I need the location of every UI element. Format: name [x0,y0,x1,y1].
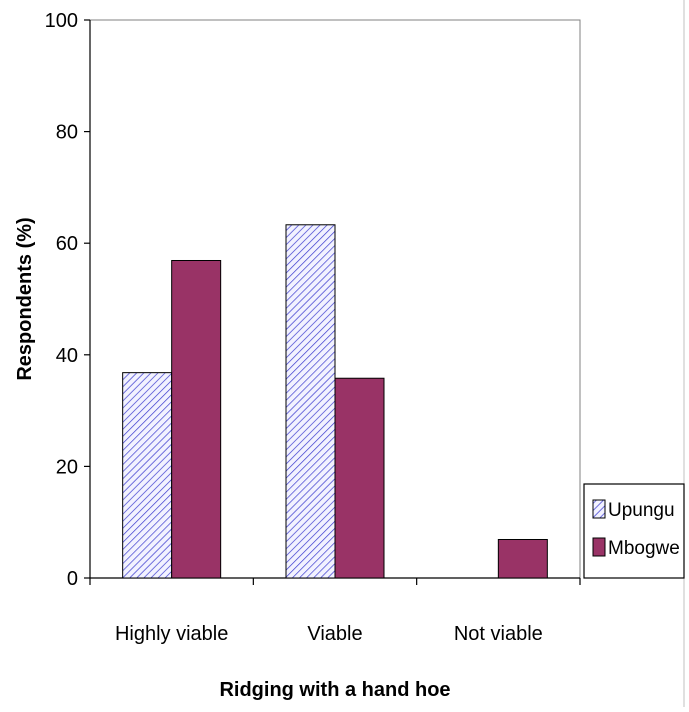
y-tick-label: 40 [56,345,78,367]
labels: 0 20 40 60 80 100 Highly viable Viable Not viabl… [14,10,543,701]
x-category-label: Viable [307,623,362,645]
legend-label: Upungu [608,500,675,521]
legend-swatch-upungu [592,499,606,519]
x-category-label: Highly viable [115,623,228,645]
y-tick-label: 20 [56,456,78,478]
bars [122,224,548,579]
legend: Upungu Mbogwe [583,483,685,579]
y-tick-label: 0 [67,568,78,590]
bar-mbogwe [171,259,222,579]
bar-mbogwe [497,538,548,579]
bar-upungu [122,372,173,579]
bar-upungu [285,224,336,579]
y-tick-label: 80 [56,122,78,144]
legend-swatch-mbogwe [592,537,606,557]
legend-label: Mbogwe [608,538,680,559]
y-axis-title: Respondents (%) [14,217,36,380]
legend-box [583,483,685,579]
x-category-label: Not viable [454,623,543,645]
x-axis-title: Ridging with a hand hoe [219,679,450,701]
y-tick-label: 100 [45,10,78,32]
y-tick-label: 60 [56,233,78,255]
bar-mbogwe [334,377,385,579]
